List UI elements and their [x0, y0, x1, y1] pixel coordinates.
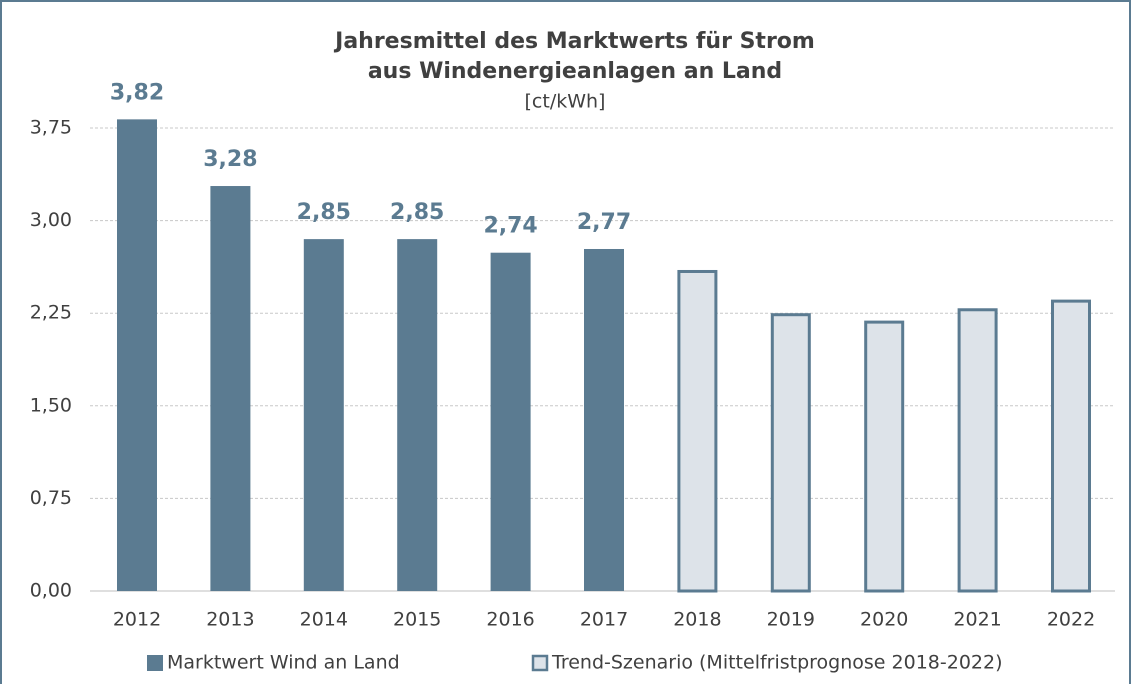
x-tick-label: 2017 — [580, 609, 628, 631]
bar — [584, 248, 624, 592]
bar — [210, 186, 251, 591]
bar — [117, 119, 157, 591]
x-tick-label: 2014 — [300, 609, 348, 631]
x-tick-label: 2018 — [673, 609, 721, 631]
x-tick-label: 2012 — [113, 609, 161, 631]
y-tick-label: 1,50 — [30, 394, 72, 416]
legend-marker — [531, 654, 549, 672]
x-tick-label: 2013 — [206, 609, 254, 631]
legend-label: Marktwert Wind an Land — [167, 652, 400, 674]
bar — [864, 320, 905, 593]
bar — [677, 269, 718, 593]
x-tick-label: 2016 — [486, 609, 534, 631]
bar — [397, 239, 438, 591]
y-tick-label: 2,25 — [30, 302, 72, 324]
legend-marker — [147, 655, 163, 671]
bar — [303, 239, 344, 591]
data-label: 2,85 — [390, 200, 444, 225]
chart-title: Jahresmittel des Marktwerts für Strom — [333, 29, 815, 54]
data-label: 3,82 — [110, 80, 164, 105]
bar — [770, 313, 811, 593]
data-label: 2,85 — [297, 200, 351, 225]
data-label: 3,28 — [203, 147, 257, 172]
x-tick-label: 2022 — [1047, 609, 1095, 631]
x-tick-label: 2021 — [953, 609, 1001, 631]
bar — [957, 308, 998, 593]
y-tick-label: 3,00 — [30, 209, 72, 231]
y-tick-label: 0,75 — [30, 487, 72, 509]
data-label: 2,74 — [483, 214, 537, 239]
chart-subtitle: [ct/kWh] — [525, 91, 606, 113]
y-tick-label: 3,75 — [30, 117, 72, 139]
x-tick-label: 2015 — [393, 609, 441, 631]
x-tick-label: 2019 — [767, 609, 815, 631]
y-tick-label: 0,00 — [30, 580, 72, 602]
bar — [490, 252, 531, 591]
x-tick-label: 2020 — [860, 609, 908, 631]
chart-title: aus Windenergieanlagen an Land — [368, 59, 782, 84]
bar — [1051, 299, 1091, 593]
legend-label: Trend-Szenario (Mittelfristprognose 2018… — [551, 652, 1003, 674]
data-label: 2,77 — [577, 210, 631, 235]
